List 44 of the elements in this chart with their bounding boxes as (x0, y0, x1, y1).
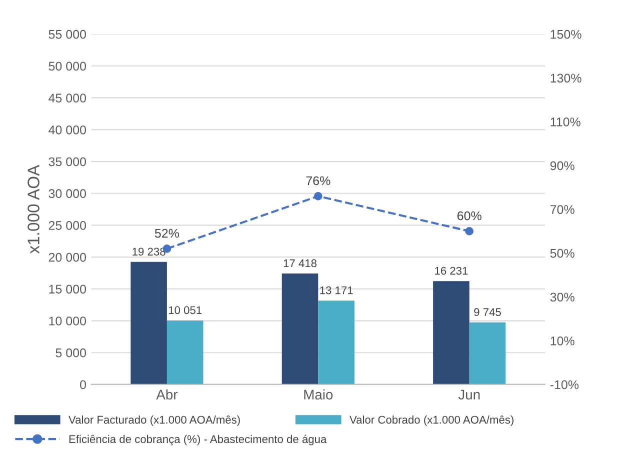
bar (166, 320, 204, 384)
y-tick-label: 15 000 (49, 284, 86, 294)
y-tick-label: 55 000 (48, 30, 86, 39)
legend-label: Valor Facturado (x1.000 AOA/mês) (68, 415, 240, 426)
y-tick-label: 20 000 (48, 252, 86, 262)
data-label: 10 051 (168, 306, 202, 314)
bar (433, 281, 470, 384)
data-label: 76% (306, 176, 330, 186)
data-label: 17 418 (284, 259, 317, 268)
y-tick-label: 35 000 (48, 157, 86, 166)
y-tick-label: 5 000 (56, 348, 86, 358)
y-tick-label: 0 (80, 380, 86, 390)
x-tick-label: Abr (156, 389, 178, 400)
y2-tick-label: 10% (550, 336, 574, 346)
data-label: 13 171 (320, 286, 353, 294)
y-tick-label: 10 000 (49, 316, 86, 326)
y2-tick-label: 30% (550, 292, 574, 302)
data-label: 60% (457, 211, 482, 220)
y-tick-label: 45 000 (48, 94, 86, 102)
bar (282, 274, 318, 384)
bar (130, 262, 167, 384)
x-tick-label: Maio (304, 389, 333, 400)
y2-tick-label: 130% (550, 74, 582, 83)
y-axis-title: x1.000 AOA (28, 164, 40, 254)
y2-tick-label: 70% (550, 205, 574, 214)
point (465, 227, 474, 236)
legend-label: Eficiência de cobrança (%) - Abastecimento de água (69, 434, 327, 446)
y2-tick-label: 110% (550, 118, 580, 126)
data-label: 16 231 (435, 266, 468, 275)
x-tick-label: Jun (458, 390, 480, 400)
y2-tick-label: 150% (550, 30, 582, 39)
y2-tick-label: 50% (550, 248, 574, 258)
data-label: 52% (154, 228, 180, 238)
y-tick-label: 40 000 (48, 125, 86, 134)
data-label: 9 745 (474, 308, 501, 316)
point (314, 192, 322, 200)
y2-tick-label: -10% (550, 380, 579, 390)
y-tick-label: 25 000 (48, 221, 86, 230)
y-tick-label: 50 000 (48, 62, 86, 71)
y-tick-label: 30 000 (48, 189, 86, 198)
y2-tick-label: 90% (550, 161, 574, 170)
bar (318, 300, 354, 384)
bar (469, 322, 506, 384)
legend-label: Valor Cobrado (x1.000 AOA/mês) (350, 415, 514, 426)
